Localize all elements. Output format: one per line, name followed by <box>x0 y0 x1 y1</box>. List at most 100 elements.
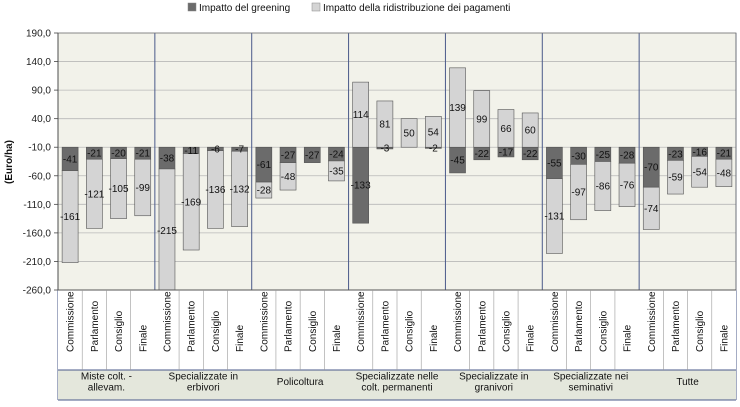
data-label-ridistribuzione: -86 <box>596 182 611 193</box>
category-label: Finale <box>623 324 634 352</box>
bar-ridistribuzione <box>715 158 733 187</box>
bar-ridistribuzione <box>473 90 491 148</box>
data-label-greening: -20 <box>111 148 126 159</box>
data-label-ridistribuzione: -136 <box>205 185 225 196</box>
group-label-line: Policoltura <box>277 377 324 388</box>
data-label-greening: -7 <box>235 145 244 156</box>
data-label-greening: -70 <box>644 163 659 174</box>
data-label-ridistribuzione: 81 <box>379 120 391 131</box>
data-label-ridistribuzione: -105 <box>109 184 129 195</box>
bar-ridistribuzione <box>328 160 345 182</box>
bar-ridistribuzione <box>594 161 612 211</box>
category-label: Commissione <box>453 291 464 352</box>
data-label-greening: -21 <box>87 149 102 160</box>
data-label-greening: -17 <box>499 148 514 159</box>
data-label-greening: -27 <box>305 150 320 161</box>
bar-ridistribuzione <box>61 170 79 263</box>
data-label-greening: -21 <box>717 149 732 160</box>
legend-label-greening: Impatto del greening <box>199 3 290 14</box>
category-label: Finale <box>526 324 537 352</box>
data-label-ridistribuzione: 139 <box>449 103 466 114</box>
category-label: Parlamento <box>671 300 682 352</box>
bar-ridistribuzione <box>400 118 418 148</box>
data-label-ridistribuzione: 60 <box>525 126 537 137</box>
bar-ridistribuzione <box>521 112 539 148</box>
data-label-greening: -16 <box>692 147 707 158</box>
group-label: Specializzate nei seminativi <box>553 372 628 394</box>
legend-swatch-greening <box>187 2 197 12</box>
data-label-ridistribuzione: 54 <box>428 127 440 138</box>
category-label: Consiglio <box>308 310 319 352</box>
data-label-ridistribuzione: -132 <box>230 184 250 195</box>
bar-ridistribuzione <box>642 186 660 230</box>
bar-ridistribuzione <box>255 181 273 199</box>
bar-ridistribuzione <box>618 162 636 207</box>
data-label-greening: -22 <box>523 149 538 160</box>
data-label-greening: -30 <box>571 151 586 162</box>
group-label-line: allevam. <box>88 383 125 394</box>
data-label-greening: -27 <box>281 150 296 161</box>
data-label-ridistribuzione: -97 <box>571 188 586 199</box>
legend-swatch-ridistribuzione <box>311 2 321 12</box>
group-label-line: colt. permanenti <box>361 383 432 394</box>
data-label-greening: -24 <box>329 150 344 161</box>
bar-ridistribuzione <box>546 178 563 254</box>
y-tick-label: -210,0 <box>23 257 52 268</box>
category-label: Consiglio <box>211 310 222 352</box>
data-label-ridistribuzione: -99 <box>136 183 151 194</box>
legend-label-ridistribuzione: Impatto della ridistribuzione dei pagame… <box>323 3 510 14</box>
data-label-ridistribuzione: -59 <box>668 173 683 184</box>
data-label-greening: -41 <box>63 154 78 165</box>
group-label-line: Miste colt. - <box>81 372 132 383</box>
category-label: Parlamento <box>90 300 101 352</box>
data-label-ridistribuzione: -121 <box>84 189 104 200</box>
data-label-ridistribuzione: -54 <box>692 167 707 178</box>
group-row-bg <box>58 370 736 400</box>
y-tick-label: -160,0 <box>23 228 52 239</box>
data-label-ridistribuzione: -131 <box>544 212 564 223</box>
category-label: Finale <box>719 324 730 352</box>
data-label-ridistribuzione: 99 <box>476 114 488 125</box>
category-label: Consiglio <box>114 310 125 352</box>
y-axis-label: (Euro/ha) <box>4 140 15 184</box>
category-label: Finale <box>429 324 440 352</box>
data-label-ridistribuzione: -48 <box>281 172 296 183</box>
category-label: Commissione <box>647 291 658 352</box>
group-label: Policoltura <box>277 377 324 388</box>
data-label-ridistribuzione: -215 <box>157 226 177 237</box>
category-label: Finale <box>332 324 343 352</box>
group-label: Specializzate nelle colt. permanenti <box>356 372 439 394</box>
legend: Impatto del greening Impatto della ridist… <box>187 2 510 14</box>
bar-ridistribuzione <box>691 156 708 188</box>
data-label-ridistribuzione: -161 <box>60 212 80 223</box>
data-label-ridistribuzione: -35 <box>329 166 344 177</box>
group-label: Specializzate in granivori <box>459 372 528 394</box>
category-label: Parlamento <box>284 300 295 352</box>
category-label: Finale <box>235 324 246 352</box>
category-label: Parlamento <box>187 300 198 352</box>
category-label: Parlamento <box>477 300 488 352</box>
bar-ridistribuzione <box>134 158 152 217</box>
y-tick-label: 40,0 <box>32 114 52 125</box>
group-label-line: Specializzate nelle <box>356 372 439 383</box>
data-label-greening: -61 <box>257 160 272 171</box>
category-axis: Commissione Parlamento Consiglio Finale Mist… <box>58 289 736 401</box>
category-label: Consiglio <box>405 310 416 352</box>
data-label-ridistribuzione: -74 <box>644 204 659 215</box>
bar-ridistribuzione <box>449 67 466 148</box>
data-label-ridistribuzione: -48 <box>717 168 732 179</box>
bar-ridistribuzione <box>207 150 224 229</box>
category-label: Commissione <box>259 291 270 352</box>
y-tick-label: 90,0 <box>32 86 52 97</box>
data-label-ridistribuzione: 66 <box>500 124 512 135</box>
y-tick-label: -110,0 <box>23 200 51 211</box>
data-label-greening: -6 <box>211 144 220 155</box>
bar-ridistribuzione <box>667 160 684 195</box>
bar-ridistribuzione <box>110 158 127 219</box>
group-label: Specializzate in erbivori <box>169 372 238 394</box>
bar-ridistribuzione <box>86 158 103 229</box>
bar-ridistribuzione <box>425 116 442 148</box>
category-label: Commissione <box>550 291 561 352</box>
data-label-greening: -38 <box>160 154 175 165</box>
